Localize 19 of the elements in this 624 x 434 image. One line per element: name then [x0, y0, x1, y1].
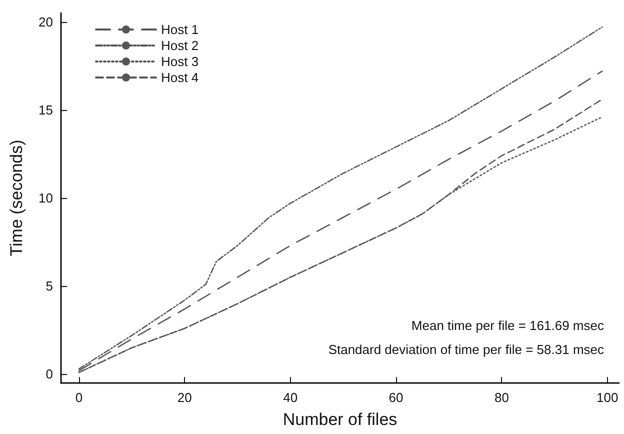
y-tick-label: 0 — [46, 366, 53, 382]
x-tick-label: 60 — [388, 390, 404, 405]
legend-label: Host 4 — [161, 70, 199, 85]
x-axis-title: Number of files — [282, 410, 398, 429]
x-tick-label: 20 — [177, 390, 192, 405]
y-tick-label: 10 — [38, 190, 53, 206]
x-tick-label: 40 — [283, 390, 298, 405]
legend-label: Host 3 — [161, 54, 199, 69]
x-tick-label: 0 — [75, 390, 83, 405]
x-tick-label: 100 — [596, 390, 618, 405]
x-tick-label: 80 — [494, 390, 509, 405]
legend-label: Host 2 — [161, 38, 199, 53]
annotation: Standard deviation of time per file = 58.31 msec — [328, 342, 604, 357]
y-tick-label: 20 — [38, 14, 53, 30]
legend-label: Host 1 — [161, 22, 199, 37]
y-tick-label: 5 — [46, 278, 53, 294]
annotation: Mean time per file = 161.69 msec — [411, 318, 604, 333]
y-tick-label: 15 — [38, 102, 53, 118]
y-axis-title: Time (seconds) — [7, 140, 26, 256]
